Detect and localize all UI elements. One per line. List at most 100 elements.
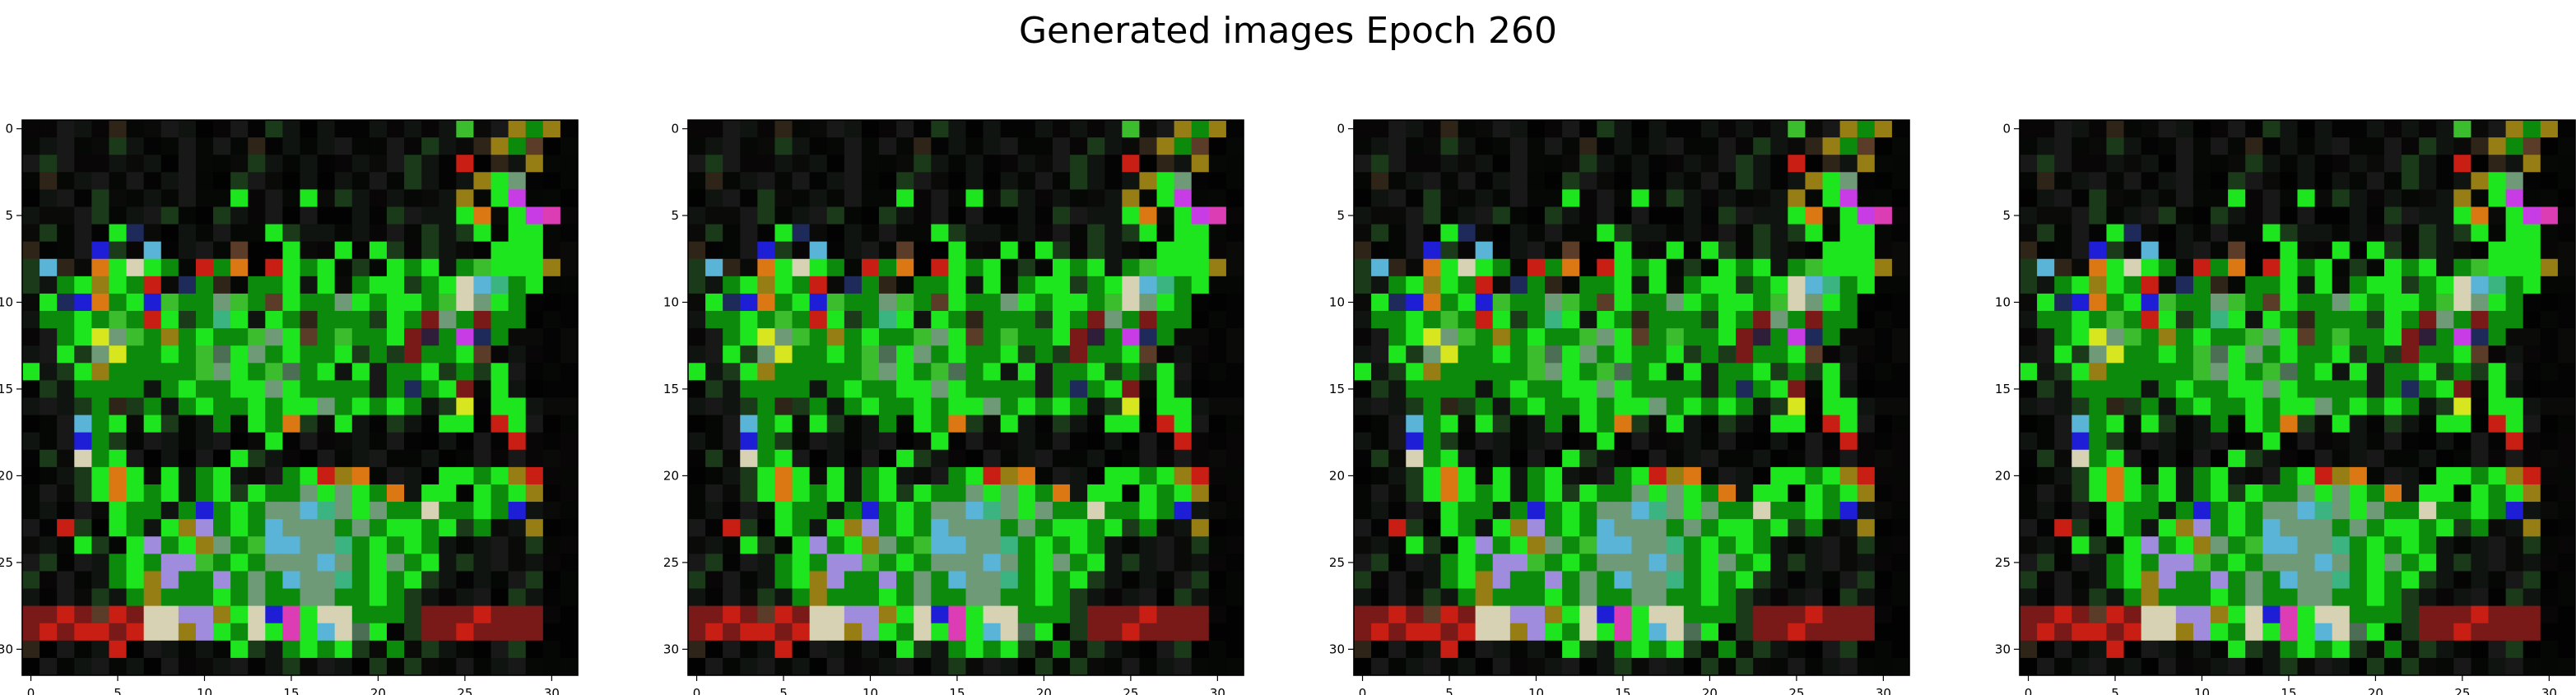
pixel-cell [826,571,845,589]
pixel-cell [1700,172,1719,190]
pixel-cell [1718,380,1737,398]
pixel-cell [230,588,249,607]
pixel-cell [1770,432,1788,451]
pixel-cell [386,276,405,294]
pixel-cell [1225,484,1244,503]
pixel-cell [248,311,266,329]
pixel-cell [265,432,283,451]
pixel-cell [404,380,422,398]
pixel-cell [757,554,775,572]
pixel-cell [2523,276,2541,294]
pixel-cell [282,380,300,398]
pixel-cell [525,293,544,312]
pixel-cell [334,536,353,554]
pixel-cell [2523,432,2541,451]
pixel-cell [931,258,949,277]
pixel-cell [1805,536,1823,554]
pixel-cell [1857,449,1876,468]
pixel-cell [2054,380,2072,398]
pixel-cell [826,293,845,312]
pixel-cell [1805,224,1823,243]
pixel-cell [1225,189,1244,207]
pixel-cell [2262,432,2281,451]
pixel-cell [2453,484,2471,503]
pixel-cell [2123,155,2142,173]
pixel-cell [1736,466,1754,485]
pixel-cell [560,328,579,346]
pixel-cell [2366,623,2385,642]
pixel-cell [1388,397,1407,415]
pixel-cell [2557,640,2576,659]
pixel-cell [2540,536,2559,554]
pixel-cell [2175,432,2194,451]
pixel-cell [792,605,811,624]
pixel-cell [1406,137,1424,155]
pixel-cell [456,224,474,243]
pixel-cell [2175,640,2194,659]
pixel-cell [1174,484,1193,503]
pixel-cell [2366,172,2385,190]
pixel-cell [2192,380,2211,398]
pixel-cell [1788,554,1806,572]
pixel-cell [809,397,828,415]
pixel-cell [2314,449,2333,468]
pixel-cell [1753,502,1771,520]
pixel-cell [826,415,845,433]
pixel-cell [1579,137,1597,155]
pixel-cell [2540,519,2559,537]
x-tick-label: 15 [2281,686,2296,695]
pixel-cell [2557,449,2576,468]
pixel-cell [213,466,231,485]
pixel-cell [1891,519,1910,537]
pixel-cell [300,137,318,155]
pixel-cell [1406,536,1424,554]
pixel-cell [143,640,162,659]
pixel-cell [896,571,914,589]
pixel-cell [2488,484,2507,503]
pixel-cell [178,241,197,260]
pixel-cell [542,449,561,468]
pixel-cell [1388,363,1407,381]
pixel-cell [1225,397,1244,415]
pixel-cell [1423,554,1441,572]
pixel-cell [282,415,300,433]
pixel-cell [248,432,266,451]
pixel-cell [2332,224,2350,243]
pixel-cell [1017,137,1036,155]
pixel-cell [1104,502,1123,520]
pixel-cell [1874,640,1893,659]
pixel-cell [334,623,353,642]
pixel-cell [688,258,706,277]
pixel-cell [2192,623,2211,642]
pixel-cell [1857,432,1876,451]
pixel-cell [2106,657,2124,676]
pixel-cell [948,554,966,572]
pixel-cell [983,623,1002,642]
pixel-cell [1423,328,1441,346]
y-tick-label: 30 [1995,642,2011,656]
pixel-cell [896,484,914,503]
pixel-cell [723,623,741,642]
pixel-cell [2366,484,2385,503]
pixel-cell [178,155,197,173]
pixel-cell [2523,137,2541,155]
pixel-cell [2436,258,2454,277]
pixel-cell [1423,519,1441,537]
pixel-cell [351,484,370,503]
pixel-cell [1527,484,1546,503]
x-tick-label: 30 [2541,686,2557,695]
pixel-cell [2245,519,2263,537]
pixel-cell [1458,449,1476,468]
pixel-cell [2106,605,2124,624]
pixel-cell [1857,363,1876,381]
pixel-cell [948,536,966,554]
pixel-cell [2505,120,2524,138]
pixel-cell [2332,241,2350,260]
pixel-cell [2228,588,2246,607]
pixel-cell [2262,536,2281,554]
pixel-cell [1156,293,1175,312]
pixel-cell [542,293,561,312]
pixel-cell [1683,605,1702,624]
pixel-cell [1545,172,1563,190]
pixel-cell [126,432,145,451]
